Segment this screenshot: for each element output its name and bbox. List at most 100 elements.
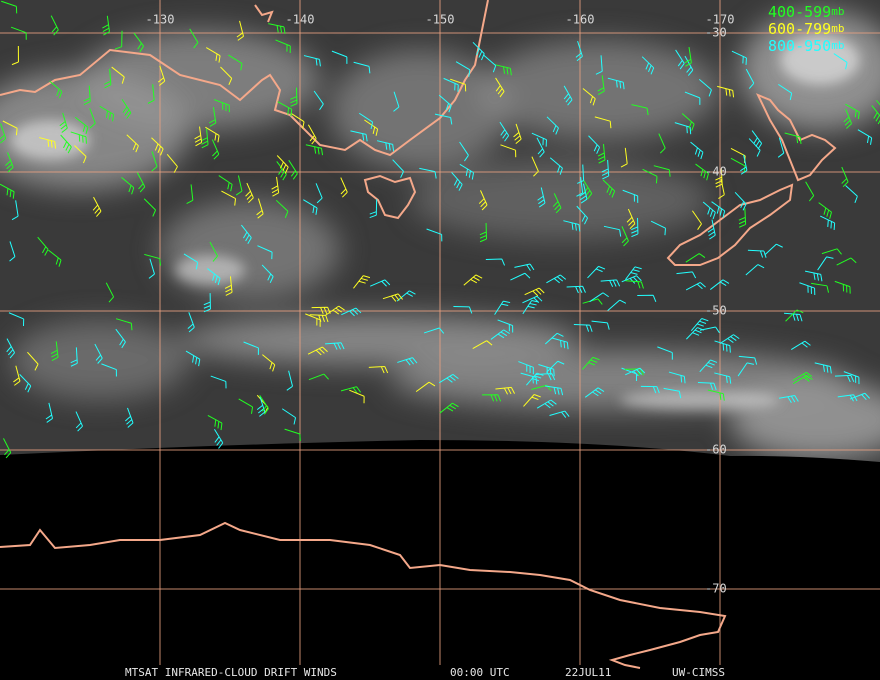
wind-barb: [224, 276, 233, 296]
wind-barb: [715, 168, 723, 188]
wind-barb: [89, 108, 96, 129]
wind-barb: [497, 319, 514, 333]
wind-barb: [205, 126, 220, 143]
wind-barb: [690, 141, 704, 160]
wind-barb: [200, 128, 209, 149]
wind-barb: [637, 294, 657, 302]
wind-barb: [836, 257, 857, 266]
wind-barb: [358, 112, 374, 130]
wind-barb: [603, 225, 622, 237]
wind-barb: [275, 39, 291, 53]
wind-barb: [784, 132, 802, 145]
wind-barb: [777, 137, 785, 158]
wind-barb: [784, 312, 803, 322]
wind-barb: [684, 46, 692, 67]
wind-barb: [115, 328, 126, 349]
coastline-new-zealand-south: [666, 183, 794, 266]
wind-barb: [303, 199, 318, 215]
wind-barb: [778, 395, 799, 403]
wind-barb: [631, 217, 639, 238]
wind-barb: [845, 185, 858, 203]
wind-barb: [275, 199, 289, 218]
wind-barb: [307, 124, 317, 145]
wind-barb: [209, 241, 218, 262]
wind-barb: [6, 338, 16, 359]
wind-barb: [650, 220, 667, 236]
wind-barb: [520, 372, 538, 385]
wind-barb: [685, 282, 706, 291]
wind-barb: [187, 312, 195, 333]
wind-barb: [75, 411, 83, 432]
wind-barb: [531, 156, 539, 177]
wind-barb: [11, 46, 19, 66]
wind-barb: [50, 341, 59, 361]
wind-barb: [841, 166, 849, 188]
wind-barb: [819, 215, 836, 230]
wind-barb: [313, 90, 324, 111]
wind-barb: [702, 201, 716, 220]
wind-barb: [220, 66, 233, 85]
wind-barb: [203, 293, 211, 313]
coastlines: [0, 0, 837, 669]
wind-barb: [214, 428, 224, 449]
wind-barb: [681, 113, 695, 131]
wind-barb: [714, 372, 732, 384]
wind-barb: [459, 163, 475, 180]
wind-barb: [70, 347, 78, 367]
wind-barb: [551, 337, 569, 350]
wind-barb: [305, 313, 321, 327]
longitude-label: -140: [286, 13, 315, 27]
wind-barb: [166, 153, 178, 173]
wind-barb: [843, 371, 860, 385]
wind-barb: [817, 256, 834, 271]
wind-barb: [19, 374, 32, 393]
wind-barb: [37, 236, 49, 256]
longitude-label: -150: [426, 13, 455, 27]
wind-barb: [243, 341, 259, 355]
wind-barb: [136, 172, 146, 193]
wind-barb: [518, 361, 534, 375]
wind-barb: [579, 183, 588, 204]
wind-barb: [102, 15, 110, 36]
wind-barb: [308, 373, 329, 381]
wind-barb: [268, 23, 286, 34]
wind-barb: [340, 386, 362, 394]
wind-barb: [563, 220, 581, 232]
wind-barb: [524, 287, 545, 297]
wind-barb: [50, 15, 59, 36]
wind-barb: [74, 145, 87, 164]
wind-barb: [472, 41, 485, 61]
wind-barb: [621, 367, 637, 381]
wind-barb: [663, 387, 682, 399]
legend-unit: mb: [831, 39, 844, 52]
wind-barb: [522, 300, 539, 315]
wind-barb: [0, 123, 7, 144]
wind-barb: [434, 113, 453, 125]
wind-barb: [349, 389, 365, 404]
wind-barb: [284, 428, 301, 442]
wind-barb: [588, 135, 601, 154]
wind-barb: [814, 362, 832, 374]
wind-barb: [207, 415, 223, 431]
wind-barb: [49, 80, 63, 99]
wind-barb: [133, 32, 144, 53]
wind-barb: [640, 385, 660, 394]
wind-barb: [740, 154, 748, 175]
wind-barb: [485, 258, 506, 266]
wind-barb: [5, 152, 14, 173]
wind-barb: [376, 140, 395, 152]
wind-barb: [552, 193, 562, 214]
wind-barb: [392, 159, 405, 178]
wind-barb: [545, 385, 564, 396]
wind-barb: [714, 340, 731, 353]
latitude-label: -70: [705, 582, 727, 596]
wind-barbs: [0, 0, 880, 459]
wind-barb: [271, 176, 280, 197]
wind-barb: [144, 253, 161, 266]
wind-barb: [307, 346, 328, 356]
wind-barb: [94, 343, 103, 364]
wind-barb: [286, 370, 294, 391]
wind-barb: [537, 187, 546, 208]
wind-barb: [206, 47, 221, 63]
